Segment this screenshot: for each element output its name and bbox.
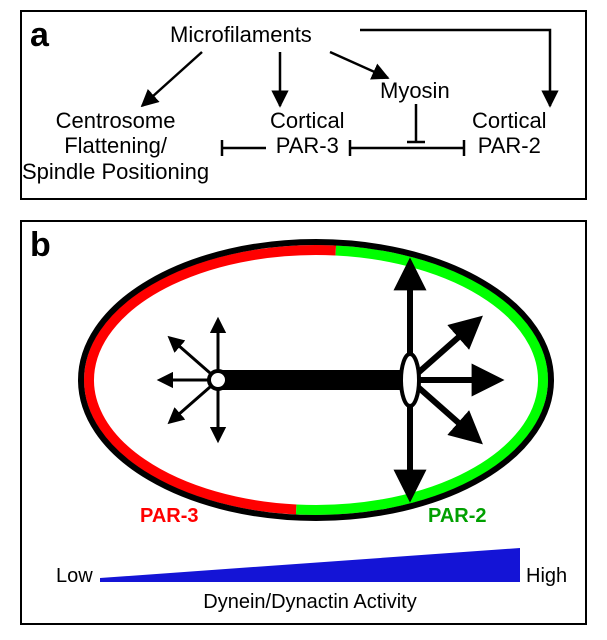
node-myosin: Myosin	[380, 78, 450, 103]
node-centrosome: Centrosome Flattening/ Spindle Positioni…	[22, 108, 209, 184]
gradient-caption: Dynein/Dynactin Activity	[203, 591, 416, 613]
label-par2: PAR-2	[428, 505, 487, 527]
node-par3: Cortical PAR-3	[270, 108, 345, 159]
node-microfilaments: Microfilaments	[170, 22, 312, 47]
panel-b-diagram: PAR-3 PAR-2 Low High Dynein/Dynactin Activit…	[20, 220, 587, 625]
gradient-wedge	[100, 548, 520, 582]
label-par3: PAR-3	[140, 505, 199, 527]
node-par2: Cortical PAR-2	[472, 108, 547, 159]
gradient-low-label: Low	[56, 565, 93, 587]
gradient-high-label: High	[526, 565, 567, 587]
